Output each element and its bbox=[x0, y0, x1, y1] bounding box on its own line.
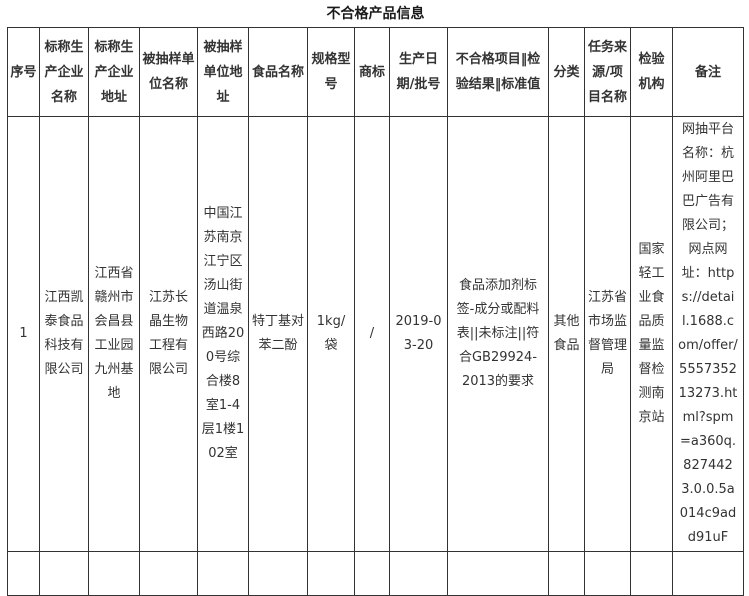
column-header-production-date: 生产日期/批号 bbox=[389, 27, 448, 117]
empty-cell bbox=[197, 551, 249, 596]
table-row-partial bbox=[7, 551, 744, 596]
cell-category: 其他食品 bbox=[548, 116, 585, 552]
column-header-task-source: 任务来源/项目名称 bbox=[584, 27, 631, 117]
column-header-category: 分类 bbox=[548, 27, 585, 117]
cell-task-source: 江苏省市场监督管理局 bbox=[584, 116, 631, 552]
empty-cell bbox=[39, 551, 89, 596]
empty-cell bbox=[584, 551, 631, 596]
cell-remark: 网抽平台名称：杭州阿里巴巴广告有限公司；网点网址：https://detail.… bbox=[672, 116, 744, 552]
cell-sampled-unit-address: 中国江苏南京江宁区汤山街道温泉西路200号综合楼8室1-4层1楼102室 bbox=[197, 116, 249, 552]
cell-sampled-unit-name: 江苏长晶生物工程有限公司 bbox=[139, 116, 198, 552]
column-header-remark: 备注 bbox=[672, 27, 744, 117]
column-header-producer-address: 标称生产企业地址 bbox=[88, 27, 140, 117]
cell-producer-name: 江西凯泰食品科技有限公司 bbox=[39, 116, 89, 552]
column-header-failed-items: 不合格项目‖检验结果‖标准值 bbox=[447, 27, 549, 117]
cell-food-name: 特丁基对苯二酚 bbox=[248, 116, 308, 552]
column-header-seq: 序号 bbox=[7, 27, 40, 117]
empty-cell bbox=[630, 551, 673, 596]
column-header-trademark: 商标 bbox=[354, 27, 390, 117]
column-header-food-name: 食品名称 bbox=[248, 27, 308, 117]
empty-cell bbox=[248, 551, 308, 596]
empty-cell bbox=[447, 551, 549, 596]
empty-cell bbox=[672, 551, 744, 596]
cell-trademark: / bbox=[354, 116, 390, 552]
cell-inspection-agency: 国家轻工业食品质量监督检测南京站 bbox=[630, 116, 673, 552]
cell-failed-items: 食品添加剂标签-成分或配料表||未标注||符合GB29924-2013的要求 bbox=[447, 116, 549, 552]
empty-cell bbox=[354, 551, 390, 596]
cell-seq: 1 bbox=[7, 116, 40, 552]
column-header-sampled-unit-name: 被抽样单位名称 bbox=[139, 27, 198, 117]
empty-cell bbox=[7, 551, 40, 596]
table-row: 1 江西凯泰食品科技有限公司 江西省赣州市会昌县工业园九州基地 江苏长晶生物工程… bbox=[7, 116, 744, 552]
column-header-spec-model: 规格型号 bbox=[307, 27, 355, 117]
cell-production-date: 2019-03-20 bbox=[389, 116, 448, 552]
cell-producer-address: 江西省赣州市会昌县工业园九州基地 bbox=[88, 116, 140, 552]
nonconforming-products-table: 序号 标称生产企业名称 标称生产企业地址 被抽样单位名称 被抽样单位地址 食品名… bbox=[7, 27, 744, 596]
column-header-inspection-agency: 检验机构 bbox=[630, 27, 673, 117]
cell-spec-model: 1kg/袋 bbox=[307, 116, 355, 552]
empty-cell bbox=[548, 551, 585, 596]
empty-cell bbox=[389, 551, 448, 596]
table-header-row: 序号 标称生产企业名称 标称生产企业地址 被抽样单位名称 被抽样单位地址 食品名… bbox=[7, 27, 744, 117]
empty-cell bbox=[307, 551, 355, 596]
column-header-producer-name: 标称生产企业名称 bbox=[39, 27, 89, 117]
empty-cell bbox=[139, 551, 198, 596]
page-title: 不合格产品信息 bbox=[326, 6, 425, 22]
empty-cell bbox=[88, 551, 140, 596]
column-header-sampled-unit-address: 被抽样单位地址 bbox=[197, 27, 249, 117]
